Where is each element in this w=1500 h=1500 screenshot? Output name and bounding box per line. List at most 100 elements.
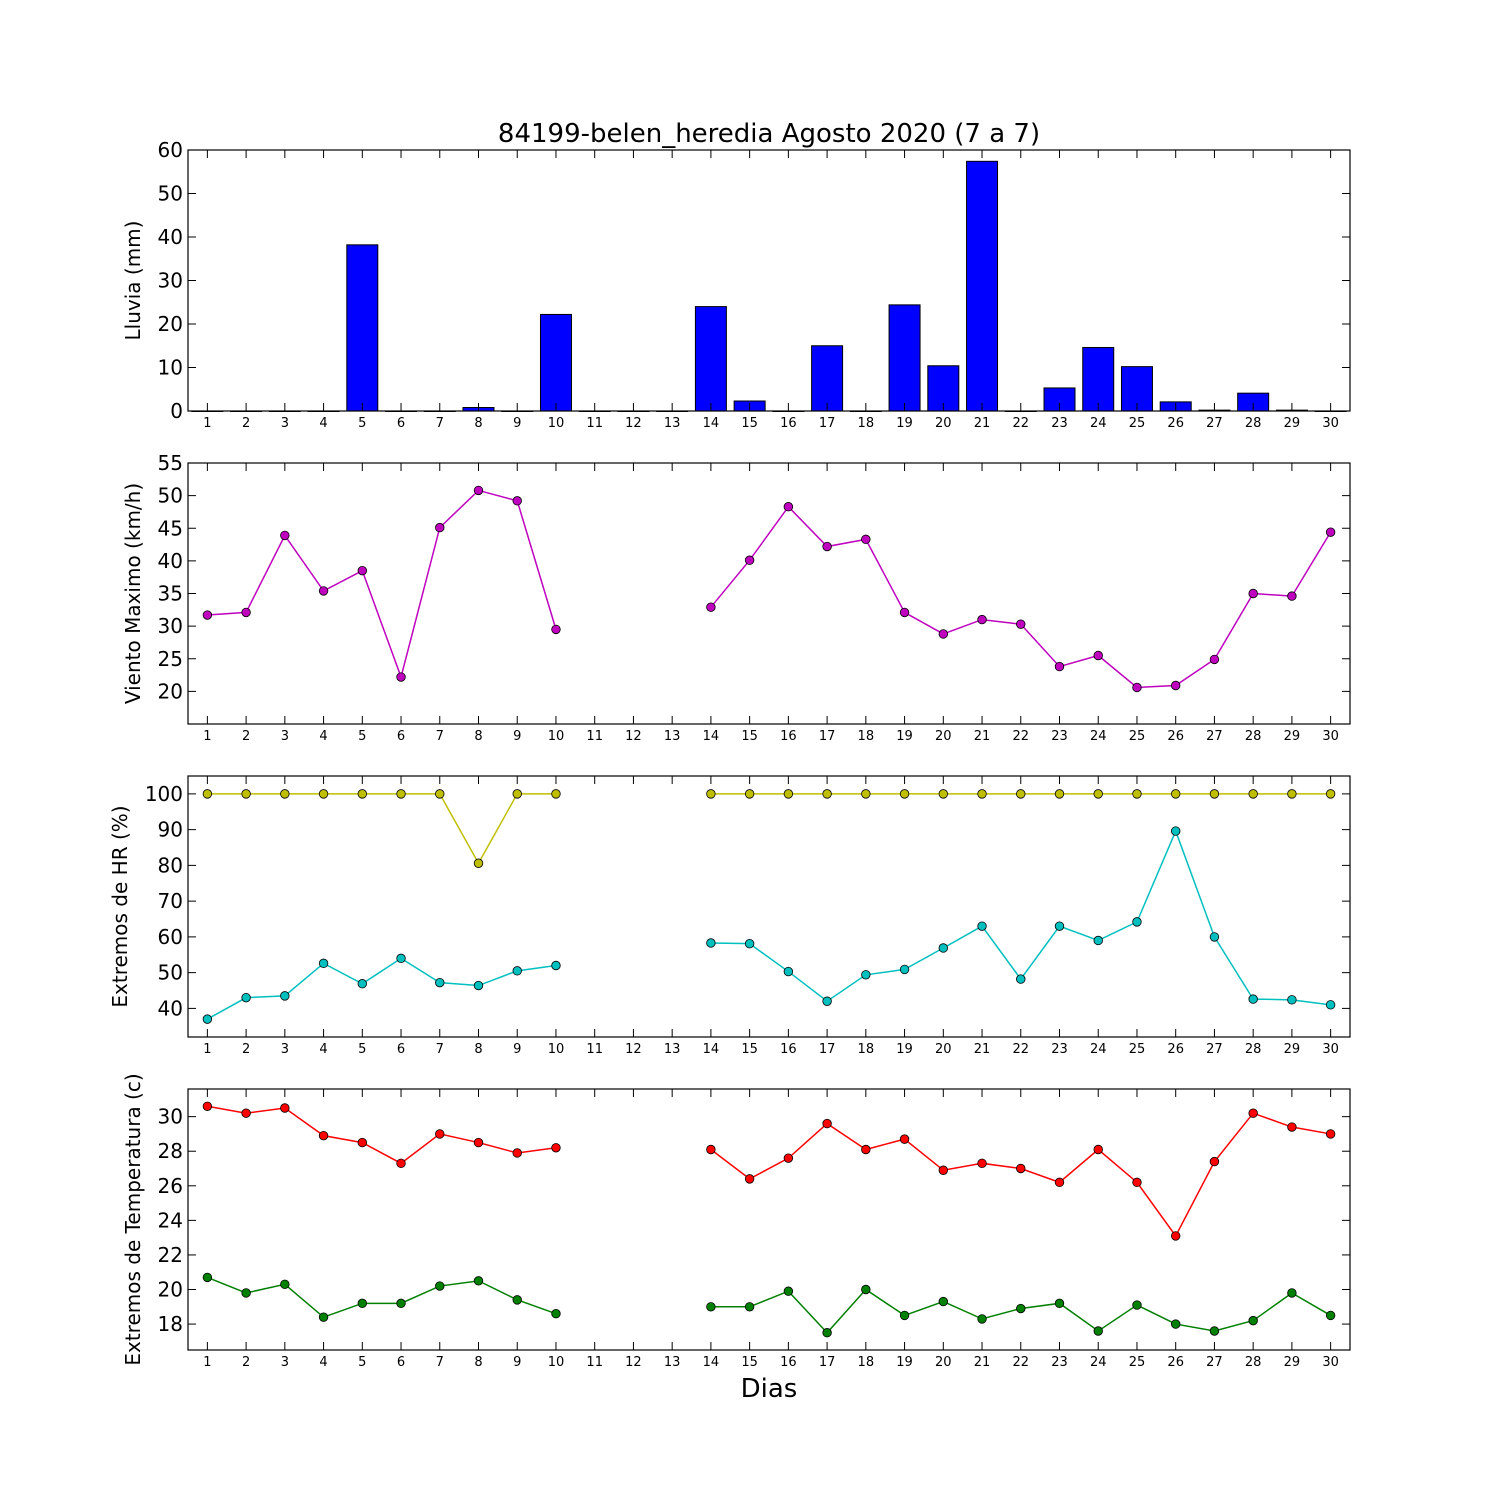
series-1-point-day-2 xyxy=(241,789,251,799)
series-1-line-segment-2 xyxy=(710,505,1332,689)
series-1-point-day-16 xyxy=(783,502,794,512)
y-tick-label: 90 xyxy=(158,818,183,842)
series-2-point-day-2 xyxy=(241,1288,251,1298)
x-tick-label: 4 xyxy=(319,1042,327,1057)
x-tick-label: 20 xyxy=(935,1042,952,1057)
bar-day-14 xyxy=(694,306,727,412)
series-1-point-day-17 xyxy=(822,789,832,799)
y-tick-label: 55 xyxy=(158,451,183,475)
series-1-point-day-30 xyxy=(1325,527,1336,537)
x-tick-label: 4 xyxy=(319,729,327,744)
series-2-point-day-14 xyxy=(706,938,716,948)
series-1-point-day-29 xyxy=(1287,591,1297,601)
series-2-line-segment-1 xyxy=(207,957,557,1020)
series-1-point-day-21 xyxy=(977,1158,987,1169)
series-1-point-day-15 xyxy=(744,789,755,799)
x-tick-label: 28 xyxy=(1245,1355,1262,1370)
series-2-point-day-20 xyxy=(938,943,949,953)
y-tick-label: 28 xyxy=(158,1139,183,1163)
x-tick-label: 9 xyxy=(513,1355,521,1370)
y-tick-label: 70 xyxy=(158,889,183,913)
series-1-point-day-2 xyxy=(241,607,251,618)
series-2-point-day-18 xyxy=(861,1284,871,1295)
series-1-point-day-22 xyxy=(1016,1163,1026,1174)
series-1-point-day-8 xyxy=(473,485,484,496)
series-1-point-day-6 xyxy=(396,789,406,799)
y-tick-label: 20 xyxy=(158,679,183,703)
x-tick-label: 17 xyxy=(819,729,836,744)
x-tick-label: 27 xyxy=(1206,1042,1223,1057)
x-tick-label: 20 xyxy=(935,1355,952,1370)
bar-day-19 xyxy=(888,304,921,412)
x-tick-label: 27 xyxy=(1206,416,1223,431)
x-tick-label: 7 xyxy=(436,416,444,431)
x-tick-label: 13 xyxy=(664,1042,681,1057)
x-tick-label: 20 xyxy=(935,729,952,744)
y-tick-label: 100 xyxy=(145,782,183,806)
x-tick-label: 6 xyxy=(397,416,405,431)
x-tick-label: 8 xyxy=(474,416,482,431)
series-2-point-day-20 xyxy=(938,1296,949,1307)
series-1-point-day-3 xyxy=(280,530,290,541)
x-tick-label: 3 xyxy=(281,416,289,431)
series-1-point-day-9 xyxy=(512,1148,522,1158)
series-1-point-day-24 xyxy=(1093,1144,1103,1155)
series-1-point-day-4 xyxy=(318,1130,329,1141)
y-tick-label: 40 xyxy=(158,996,183,1020)
series-1-point-day-28 xyxy=(1248,588,1258,599)
x-tick-label: 23 xyxy=(1051,416,1068,431)
x-tick-label: 1 xyxy=(203,729,211,744)
x-tick-label: 13 xyxy=(664,1355,681,1370)
x-tick-label: 6 xyxy=(397,1355,405,1370)
y-tick-label: 30 xyxy=(158,269,183,293)
x-tick-label: 12 xyxy=(625,1355,642,1370)
x-tick-label: 24 xyxy=(1090,416,1107,431)
series-1-point-day-8 xyxy=(473,1137,484,1148)
series-2-point-day-5 xyxy=(357,1298,368,1309)
x-tick-label: 2 xyxy=(242,1042,250,1057)
series-1-point-day-3 xyxy=(280,1103,290,1113)
plot-frame xyxy=(187,1088,1351,1351)
x-tick-label: 21 xyxy=(974,729,991,744)
series-2-point-day-15 xyxy=(744,938,755,949)
series-2-point-day-6 xyxy=(396,1298,406,1309)
x-tick-label: 26 xyxy=(1167,1355,1184,1370)
y-tick-label: 50 xyxy=(158,484,183,508)
x-tick-label: 10 xyxy=(548,1355,565,1370)
series-1-point-day-26 xyxy=(1170,680,1181,691)
series-1-point-day-20 xyxy=(938,629,949,639)
series-1-point-day-3 xyxy=(280,789,290,799)
series-1-point-day-30 xyxy=(1325,1129,1336,1139)
series-1-point-day-20 xyxy=(938,789,949,799)
x-tick-label: 11 xyxy=(586,1355,603,1370)
bar-day-21 xyxy=(966,160,999,412)
series-2-point-day-27 xyxy=(1209,932,1220,942)
x-tick-label: 15 xyxy=(741,1355,758,1370)
y-axis-label: Lluvia (mm) xyxy=(121,221,145,341)
x-tick-label: 20 xyxy=(935,416,952,431)
x-tick-label: 14 xyxy=(703,729,720,744)
series-2-point-day-30 xyxy=(1325,1000,1336,1010)
series-1-point-day-14 xyxy=(706,789,716,799)
series-1-point-day-27 xyxy=(1209,1156,1220,1167)
series-1-point-day-19 xyxy=(899,1134,910,1144)
x-tick-label: 13 xyxy=(664,416,681,431)
x-tick-label: 22 xyxy=(1012,1355,1029,1370)
y-tick-label: 45 xyxy=(158,516,183,540)
series-2-point-day-22 xyxy=(1016,1303,1026,1314)
x-tick-label: 25 xyxy=(1129,729,1146,744)
x-tick-label: 24 xyxy=(1090,1042,1107,1057)
y-tick-label: 40 xyxy=(158,549,183,573)
series-2-point-day-1 xyxy=(202,1014,213,1024)
x-tick-label: 5 xyxy=(358,416,366,431)
series-2-point-day-21 xyxy=(977,921,987,931)
series-2-point-day-25 xyxy=(1132,917,1142,927)
x-tick-label: 19 xyxy=(896,1355,913,1370)
x-tick-label: 21 xyxy=(974,1042,991,1057)
x-tick-label: 30 xyxy=(1322,1042,1339,1057)
bar-day-5 xyxy=(346,244,379,412)
series-1-point-day-26 xyxy=(1170,789,1181,799)
x-tick-label: 6 xyxy=(397,729,405,744)
